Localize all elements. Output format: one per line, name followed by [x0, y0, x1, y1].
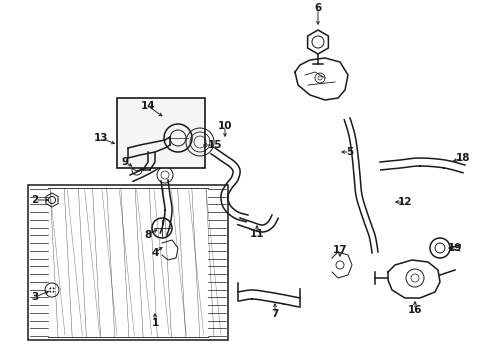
Text: 15: 15 — [207, 140, 222, 150]
Text: 12: 12 — [397, 197, 411, 207]
Text: 16: 16 — [407, 305, 421, 315]
Text: 2: 2 — [31, 195, 39, 205]
Text: 18: 18 — [455, 153, 469, 163]
Text: 4: 4 — [151, 248, 159, 258]
Text: 13: 13 — [94, 133, 108, 143]
Text: 14: 14 — [141, 101, 155, 111]
Text: 17: 17 — [332, 245, 346, 255]
Text: 11: 11 — [249, 229, 264, 239]
Text: 9: 9 — [121, 157, 128, 167]
Text: 7: 7 — [271, 309, 278, 319]
Text: 1: 1 — [151, 318, 158, 328]
Text: 5: 5 — [346, 147, 353, 157]
Bar — [28, 185, 227, 340]
Text: 6: 6 — [314, 3, 321, 13]
Text: 19: 19 — [447, 243, 461, 253]
Text: 10: 10 — [217, 121, 232, 131]
Bar — [117, 98, 204, 168]
Circle shape — [49, 287, 55, 293]
Text: 8: 8 — [144, 230, 151, 240]
Text: 3: 3 — [31, 292, 39, 302]
